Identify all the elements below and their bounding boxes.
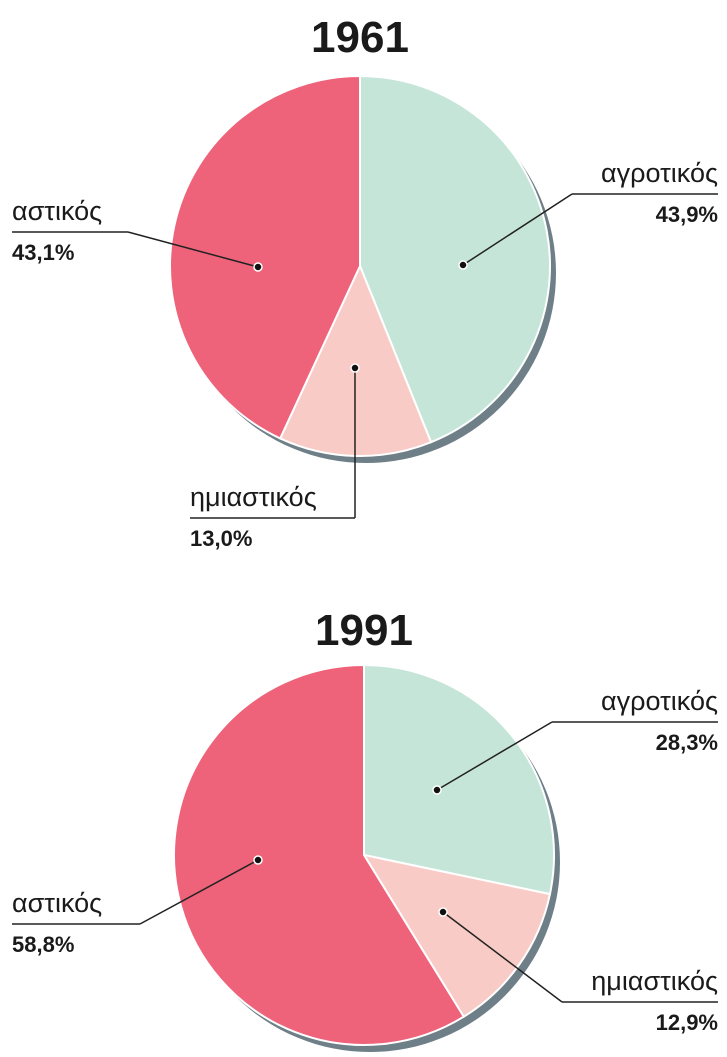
leader-dot bbox=[438, 907, 448, 917]
leader-dot bbox=[350, 363, 360, 373]
pie-slice bbox=[173, 663, 466, 1046]
value-label: 28,3% bbox=[656, 730, 718, 755]
value-label: 43,9% bbox=[656, 202, 718, 227]
leader-line bbox=[436, 721, 553, 791]
pie-slice bbox=[169, 74, 361, 440]
pie-slice bbox=[359, 74, 551, 444]
value-label: 12,9% bbox=[656, 1010, 718, 1035]
value-label: 13,0% bbox=[190, 526, 252, 551]
slice-label: ημιαστικός bbox=[591, 966, 718, 996]
pie-slice bbox=[361, 853, 552, 1019]
chart-title: 1991 bbox=[315, 606, 413, 655]
chart-title: 1961 bbox=[311, 13, 409, 62]
slice-label: αστικός bbox=[12, 196, 102, 226]
leader-dot bbox=[432, 785, 442, 795]
slice-label: ημιαστικός bbox=[190, 482, 317, 512]
pie-slice bbox=[363, 663, 555, 896]
leader-line bbox=[139, 859, 259, 925]
leader-dot bbox=[253, 855, 263, 865]
leader-dot bbox=[458, 260, 468, 270]
leader-line bbox=[442, 911, 563, 1003]
leader-line bbox=[127, 231, 259, 268]
slice-label: αγροτικός bbox=[601, 158, 718, 188]
leader-line bbox=[462, 193, 573, 266]
slice-label: αστικός bbox=[12, 888, 102, 918]
value-label: 43,1% bbox=[12, 240, 74, 265]
slice-label: αγροτικός bbox=[601, 686, 718, 716]
value-label: 58,8% bbox=[12, 932, 74, 957]
leader-dot bbox=[253, 262, 263, 272]
